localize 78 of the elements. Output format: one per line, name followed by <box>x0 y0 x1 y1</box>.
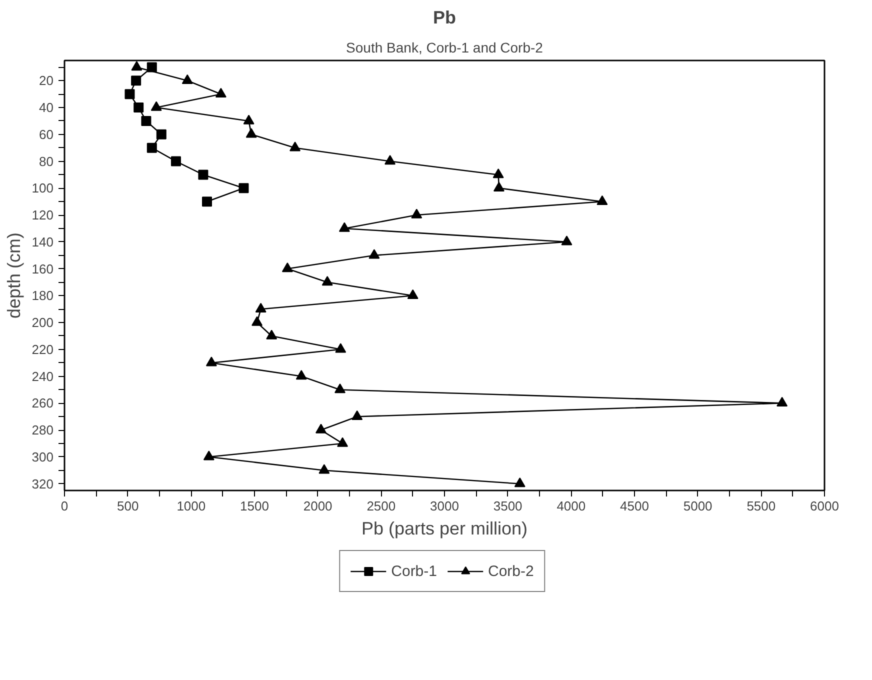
point <box>203 450 214 460</box>
chart-title: Pb <box>433 8 456 28</box>
point <box>182 74 193 84</box>
x-tick-label: 2000 <box>303 498 332 514</box>
point <box>493 182 504 192</box>
x-tick-label: 3500 <box>493 498 522 514</box>
point <box>134 102 144 113</box>
x-tick-label: 2500 <box>366 498 396 514</box>
x-tick-label: 1000 <box>176 498 206 514</box>
point <box>202 196 212 207</box>
point <box>198 170 208 180</box>
x-tick-label: 5000 <box>683 498 712 514</box>
x-axis-title: Pb (parts per million) <box>361 518 528 538</box>
point <box>368 249 380 259</box>
point <box>334 383 346 394</box>
point <box>124 89 135 100</box>
y-tick-label: 160 <box>32 261 54 276</box>
point <box>407 289 418 300</box>
point <box>266 330 278 340</box>
point <box>252 316 263 326</box>
point <box>296 370 307 380</box>
chart-subtitle: South Bank, Corb-1 and Corb-2 <box>346 40 544 56</box>
point <box>146 142 157 153</box>
point <box>246 128 257 138</box>
x-tick-label: 1500 <box>240 498 269 514</box>
point <box>282 262 293 272</box>
point <box>255 302 266 312</box>
y-tick-label: 280 <box>32 422 54 438</box>
point <box>335 343 346 353</box>
point <box>215 88 226 98</box>
point <box>290 142 301 152</box>
point <box>243 114 254 124</box>
y-tick-label: 260 <box>32 396 54 411</box>
y-tick-label: 40 <box>39 100 54 116</box>
y-tick-label: 220 <box>32 342 54 357</box>
point <box>146 62 157 72</box>
y-tick-label: 180 <box>32 288 54 304</box>
point <box>316 424 326 434</box>
y-tick-label: 80 <box>39 154 54 169</box>
x-tick-label: 4500 <box>620 498 649 514</box>
point <box>352 410 363 420</box>
x-tick-label: 6000 <box>810 498 839 514</box>
point <box>170 156 181 166</box>
y-tick-label: 240 <box>32 368 54 384</box>
y-tick-label: 60 <box>39 126 54 142</box>
x-tick-label: 4000 <box>556 498 586 514</box>
x-tick-label: 500 <box>116 498 139 514</box>
x-tick-label: 0 <box>60 498 68 514</box>
legend-label: Corb-2 <box>488 562 534 580</box>
y-tick-label: 200 <box>32 315 54 330</box>
point <box>411 208 422 218</box>
point <box>150 101 162 111</box>
point <box>141 116 152 126</box>
point <box>238 183 249 194</box>
point <box>156 129 166 140</box>
point <box>492 168 504 178</box>
point <box>776 396 788 407</box>
y-axis-title: depth (cm) <box>4 232 24 319</box>
y-tick-label: 140 <box>32 234 54 250</box>
y-tick-label: 100 <box>32 180 54 196</box>
x-tick-label: 5500 <box>746 498 776 514</box>
point <box>131 60 142 71</box>
point <box>206 356 217 366</box>
legend-label: Corb-1 <box>391 562 437 580</box>
y-tick-label: 120 <box>32 208 54 223</box>
point <box>322 276 333 286</box>
y-tick-label: 300 <box>32 449 54 464</box>
point <box>338 222 350 232</box>
y-tick-label: 20 <box>39 73 54 88</box>
y-tick-label: 320 <box>32 476 54 492</box>
point <box>131 76 142 86</box>
point <box>337 437 348 447</box>
point <box>561 236 572 246</box>
x-tick-label: 3000 <box>430 498 459 514</box>
point <box>596 195 608 205</box>
point <box>384 155 396 165</box>
point <box>514 478 526 488</box>
point <box>318 464 330 474</box>
